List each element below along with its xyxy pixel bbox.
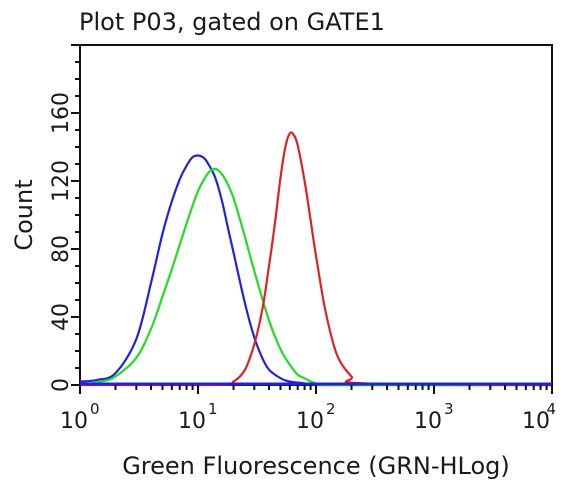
- y-tick-label: 40: [49, 303, 74, 331]
- y-tick-label: 120: [49, 160, 74, 202]
- x-tick-exponent: 0: [90, 400, 100, 418]
- y-tick-label: 80: [49, 235, 74, 263]
- y-tick-label: 160: [49, 92, 74, 134]
- x-axis-label: Green Fluorescence (GRN-HLog): [122, 452, 510, 480]
- x-tick-label: 10: [296, 409, 324, 434]
- y-axis-label: Count: [10, 179, 38, 250]
- y-axis-ticks: 0 40 80 120 160: [49, 44, 80, 392]
- x-tick-exponent: 3: [444, 400, 454, 418]
- x-tick-label: 10: [414, 409, 442, 434]
- x-tick-exponent: 2: [326, 400, 336, 418]
- x-axis-ticks: 10 0 10 1 10 2 10 3 104: [60, 385, 556, 434]
- series-line-2: [79, 167, 552, 387]
- series-line-3: [80, 131, 553, 387]
- chart-title: Plot P03, gated on GATE1: [79, 8, 385, 36]
- y-tick-label: 0: [49, 378, 74, 392]
- x-tick-label: 10: [178, 409, 206, 434]
- x-tick-exponent: 1: [208, 400, 218, 418]
- series-line-1: [79, 154, 552, 387]
- x-tick-label: 10: [522, 409, 550, 434]
- plot-area-frame: [79, 44, 553, 386]
- x-tick-label: 10: [60, 409, 88, 434]
- x-tick-exponent: 4: [546, 400, 556, 418]
- series-layer: [79, 131, 553, 387]
